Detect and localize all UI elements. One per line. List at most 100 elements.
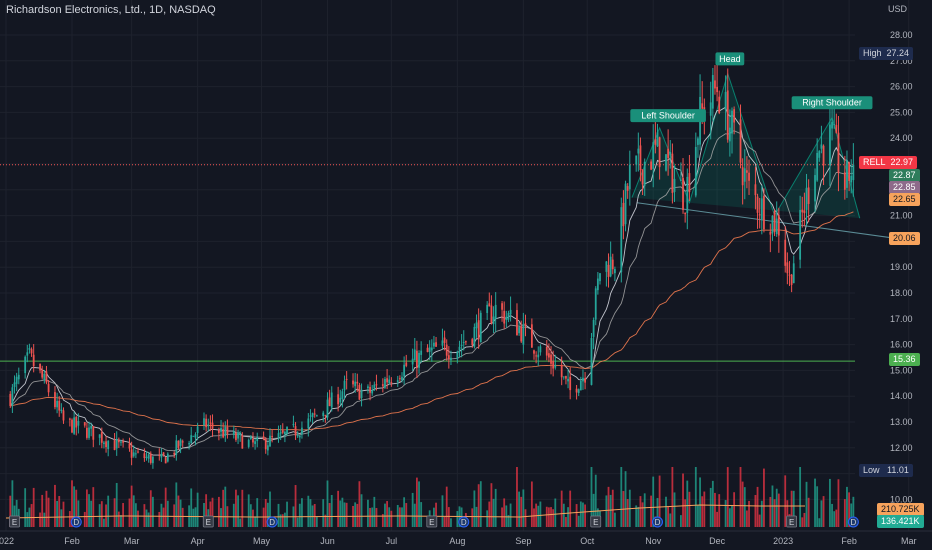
high-label: High — [863, 48, 882, 58]
volume-bar — [286, 501, 288, 527]
volume-bar — [494, 488, 497, 527]
candle-body — [464, 341, 467, 343]
event-marker-label: D — [461, 518, 467, 527]
volume-bar — [769, 496, 772, 527]
volume-bar — [492, 498, 495, 527]
volume-bar — [128, 498, 131, 527]
candle-body — [405, 362, 408, 366]
candle-body — [560, 365, 563, 378]
volume-bar — [477, 484, 480, 527]
candle-body — [450, 357, 452, 361]
volume-bar — [277, 503, 280, 527]
volume-bar — [818, 518, 821, 527]
volume-bar — [669, 513, 672, 527]
candle-body — [262, 436, 265, 440]
candle-body — [235, 432, 237, 440]
candle-body — [117, 439, 120, 443]
candle-body — [152, 456, 154, 464]
candle-body — [113, 440, 116, 450]
candle-body — [697, 138, 699, 145]
candle-body — [192, 435, 195, 437]
candle-body — [852, 164, 855, 181]
candle-body — [760, 198, 763, 220]
volume-bar — [381, 514, 384, 527]
volume-bar — [117, 511, 120, 527]
candle-body — [354, 381, 357, 387]
time-axis: 2022 Feb Mar Apr May Jun Jul Aug Sep Oct Nov Dec 202… — [0, 530, 932, 550]
horizontal-lines — [0, 164, 855, 362]
volume-bar — [694, 467, 697, 527]
candle-body — [656, 132, 659, 147]
candle-body — [688, 173, 691, 193]
candle-body — [562, 376, 565, 378]
y-tick-label: 24.00 — [890, 133, 913, 143]
volume-bar — [524, 509, 527, 527]
candle-body — [837, 132, 840, 173]
candle-body — [32, 354, 35, 367]
volume-bar — [711, 480, 714, 527]
volume-bar — [605, 495, 608, 527]
candle-body — [435, 342, 437, 347]
x-tick-label: Feb — [841, 536, 857, 546]
candle-body — [430, 347, 433, 351]
volume-bar — [594, 474, 597, 527]
volume-bar — [820, 500, 823, 527]
volume-bar — [143, 504, 146, 527]
ema-line — [10, 130, 854, 452]
candle-body — [814, 175, 816, 202]
volume-bar — [724, 500, 727, 527]
candle-body — [626, 186, 629, 191]
volume-bar — [590, 467, 593, 527]
candle-body — [177, 440, 180, 448]
volume-bar — [301, 498, 303, 527]
volume-bar — [843, 499, 846, 527]
volume-bar — [356, 503, 359, 527]
volume-bar — [390, 510, 393, 527]
volume-bar — [209, 501, 212, 527]
candle-body — [24, 356, 27, 374]
volume-bar — [539, 501, 542, 527]
candle-body — [203, 418, 205, 426]
candle-body — [15, 376, 18, 384]
candle-body — [237, 432, 239, 439]
candle-body — [264, 438, 267, 450]
y-tick-label: 27.00 — [890, 56, 913, 66]
volume-bar — [232, 503, 235, 527]
candle-body — [396, 380, 399, 383]
candle-body — [777, 215, 780, 236]
y-tick-label: 13.00 — [890, 417, 913, 427]
candle-body — [147, 454, 150, 459]
volume-bar — [530, 481, 533, 527]
candle-body — [654, 139, 657, 145]
volume-bar — [43, 512, 46, 527]
candle-body — [92, 425, 95, 440]
volume-bar — [726, 467, 729, 527]
volume-bar — [733, 492, 736, 527]
volume-bar — [579, 501, 582, 527]
candle-body — [614, 269, 616, 274]
volume-bar — [699, 477, 701, 527]
candle-body — [337, 394, 340, 405]
candle-body — [643, 161, 646, 186]
candle-body — [107, 440, 110, 450]
candle-body — [301, 427, 303, 435]
candle-body — [143, 453, 146, 459]
event-marker-label: E — [12, 518, 17, 527]
candle-body — [58, 400, 61, 411]
volume-bar — [584, 504, 586, 527]
volume-bar — [75, 489, 78, 527]
candle-body — [134, 453, 137, 455]
volume-bar — [354, 502, 357, 527]
volume-bar — [611, 489, 614, 527]
candle-body — [224, 426, 227, 437]
candle-body — [537, 354, 540, 358]
candle-body — [433, 342, 435, 347]
volume-bar — [296, 517, 299, 527]
candle-body — [398, 378, 401, 380]
candle-body — [175, 440, 178, 455]
candle-body — [554, 364, 557, 368]
volume-bar — [671, 467, 674, 527]
volume-bar — [548, 507, 550, 527]
